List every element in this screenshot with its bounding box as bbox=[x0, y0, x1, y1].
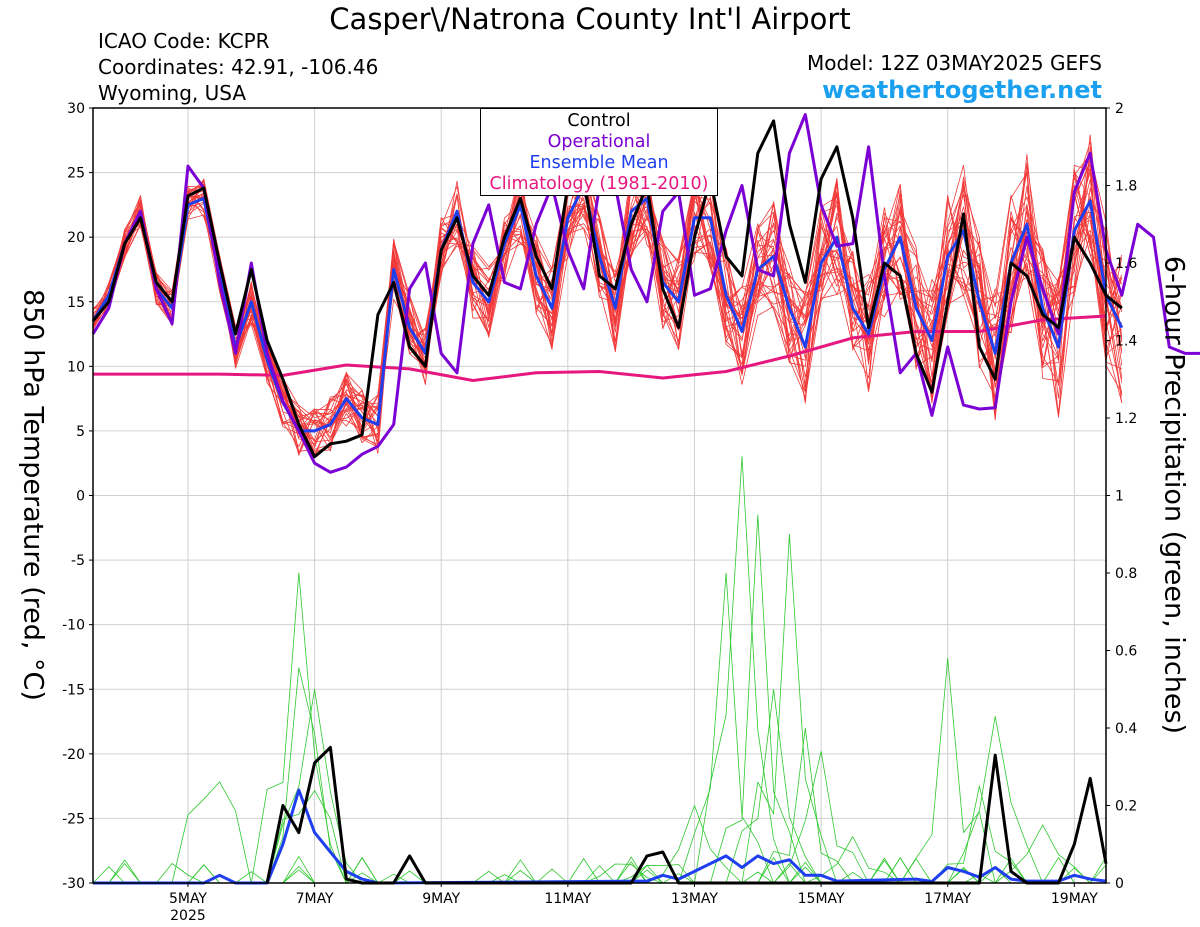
page-title: Casper\/Natrona County Int'l Airport bbox=[329, 2, 851, 36]
left-tick-label: -5 bbox=[71, 553, 85, 569]
x-tick-label: 13MAY bbox=[671, 891, 718, 907]
operational-temperature-line bbox=[91, 113, 1200, 474]
icao-code: ICAO Code: KCPR bbox=[98, 29, 270, 53]
right-tick-label: 1 bbox=[1115, 489, 1124, 505]
left-tick-label: 15 bbox=[67, 295, 85, 311]
temperature-member-line bbox=[92, 180, 1123, 458]
x-tick-label: 15MAY bbox=[798, 891, 845, 907]
left-tick-label: 10 bbox=[67, 359, 85, 375]
right-tick-label: 0.6 bbox=[1115, 644, 1137, 660]
x-tick-label: 5MAY bbox=[169, 891, 207, 907]
left-axis-label: 850 hPa Temperature (red, °C) bbox=[17, 289, 49, 701]
right-tick-label: 0.8 bbox=[1115, 566, 1137, 582]
temperature-member-line bbox=[92, 155, 1123, 440]
right-tick-label: 2 bbox=[1115, 101, 1124, 117]
left-tick-label: -25 bbox=[62, 811, 85, 827]
brand-link[interactable]: weathertogether.net bbox=[822, 76, 1102, 104]
legend-climatology: Climatology (1981-2010) bbox=[489, 174, 709, 194]
left-axis: -30 -25 -20 -15 -10 -5 0 5 10 15 20 25 30 bbox=[62, 101, 93, 892]
left-tick-label: -10 bbox=[62, 618, 85, 634]
right-axis: 0 0.2 0.4 0.6 0.8 1 1.2 1.4 1.6 1.8 2 bbox=[1106, 101, 1137, 892]
x-tick-label: 19MAY bbox=[1051, 891, 1098, 907]
left-tick-label: -20 bbox=[62, 747, 85, 763]
x-tick-sublabel: 2025 bbox=[170, 908, 206, 924]
right-tick-label: 0.2 bbox=[1115, 799, 1137, 815]
coordinates: Coordinates: 42.91, -106.46 bbox=[98, 55, 379, 79]
x-tick-label: 17MAY bbox=[924, 891, 971, 907]
right-tick-label: 1.8 bbox=[1115, 179, 1137, 195]
x-tick-label: 7MAY bbox=[296, 891, 334, 907]
legend-control: Control bbox=[567, 111, 631, 131]
legend-operational: Operational bbox=[547, 132, 651, 152]
left-tick-label: 25 bbox=[67, 166, 85, 182]
right-tick-label: 1.6 bbox=[1115, 256, 1137, 272]
right-tick-label: 0.4 bbox=[1115, 721, 1137, 737]
model-run: Model: 12Z 03MAY2025 GEFS bbox=[807, 51, 1102, 75]
precipitation-ensemble-mean-line bbox=[93, 788, 1107, 885]
left-tick-label: -15 bbox=[62, 682, 85, 698]
x-tick-label: 9MAY bbox=[422, 891, 460, 907]
climatology-line bbox=[93, 314, 1107, 382]
region: Wyoming, USA bbox=[98, 81, 247, 105]
right-tick-label: 1.2 bbox=[1115, 411, 1137, 427]
x-tick-label: 11MAY bbox=[544, 891, 591, 907]
legend-ensemble-mean: Ensemble Mean bbox=[529, 153, 669, 173]
left-tick-label: -30 bbox=[62, 876, 85, 892]
right-tick-label: 1.4 bbox=[1115, 334, 1137, 350]
right-axis-label: 6-hour Precipitation (green, inches) bbox=[1158, 255, 1190, 735]
right-tick-label: 0 bbox=[1115, 876, 1124, 892]
left-tick-label: 30 bbox=[67, 101, 85, 117]
left-tick-label: 20 bbox=[67, 230, 85, 246]
left-tick-label: 0 bbox=[76, 489, 85, 505]
left-tick-label: 5 bbox=[76, 424, 85, 440]
legend: Control Operational Ensemble Mean Climat… bbox=[480, 108, 718, 196]
control-temperature-line bbox=[91, 119, 1123, 459]
